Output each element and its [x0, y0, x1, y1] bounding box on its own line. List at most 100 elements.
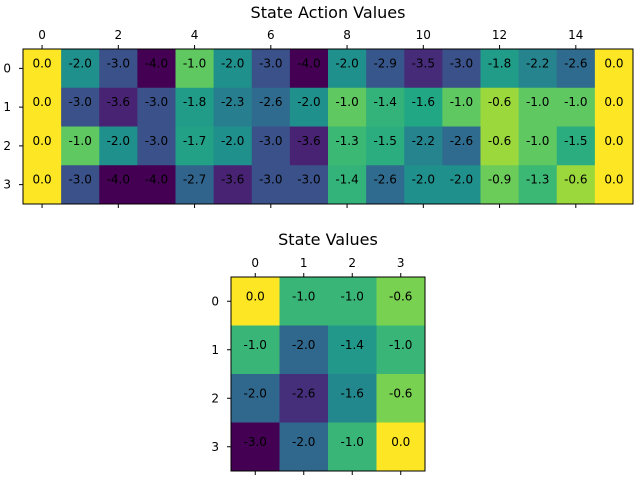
cell-value-label: -4.0: [297, 56, 320, 70]
state-values-title: State Values: [278, 230, 378, 249]
heatmap-cell: [137, 165, 176, 205]
cell-value-label: 0.0: [33, 173, 52, 187]
state-values-chart: State Values 0.0 -1.0 -1.0 -0.6 -1.0 -2.0 -1.4…: [211, 230, 426, 475]
cell-value-label: -1.0: [526, 95, 549, 109]
cell-value-label: -2.0: [297, 95, 320, 109]
heatmap-cell: [376, 325, 426, 375]
cell-value-label: -2.0: [335, 56, 358, 70]
heatmap-cell: [376, 422, 426, 472]
heatmap-cell: [404, 165, 443, 205]
cell-value-label: -3.6: [297, 134, 320, 148]
cell-value-label: -2.2: [526, 56, 549, 70]
y-tick-label: 3: [211, 440, 219, 454]
cell-value-label: -3.0: [259, 56, 282, 70]
heatmap-cell: [594, 49, 634, 89]
cell-value-label: -2.0: [221, 56, 244, 70]
cell-value-label: -4.0: [145, 173, 168, 187]
x-tick-label: 14: [568, 28, 583, 42]
heatmap-cell: [480, 87, 520, 127]
heatmap-cell: [279, 277, 329, 326]
heatmap-cell: [213, 126, 253, 166]
heatmap-cell: [213, 49, 253, 89]
cell-value-label: -1.0: [389, 338, 412, 352]
heatmap-cell: [61, 87, 100, 127]
heatmap-cell: [251, 126, 291, 166]
cell-value-label: -3.0: [145, 134, 168, 148]
cell-value-label: -1.5: [564, 134, 587, 148]
cell-value-label: -3.6: [221, 173, 244, 187]
heatmap-cell: [231, 422, 280, 472]
cell-value-label: 0.0: [604, 56, 623, 70]
heatmap-cell: [231, 277, 280, 326]
cell-value-label: -4.0: [145, 56, 168, 70]
cell-value-label: -1.7: [183, 134, 206, 148]
x-tick-label: 0: [251, 256, 259, 270]
heatmap-cell: [231, 325, 280, 375]
heatmap-cell: [328, 87, 367, 127]
heatmap-cell: [556, 165, 596, 205]
heatmap-cell: [289, 87, 329, 127]
cell-value-label: -3.5: [412, 56, 435, 70]
heatmap-cell: [404, 87, 443, 127]
heatmap-cell: [556, 126, 596, 166]
cell-value-label: 0.0: [391, 435, 410, 449]
cell-value-label: 0.0: [604, 95, 623, 109]
heatmap-cell: [518, 87, 558, 127]
cell-value-label: -3.0: [107, 56, 130, 70]
cell-value-label: -2.0: [244, 386, 267, 400]
heatmap-cell: [594, 126, 634, 166]
cell-value-label: -1.4: [341, 338, 364, 352]
x-tick-label: 2: [348, 256, 356, 270]
cell-value-label: -1.8: [183, 95, 206, 109]
cell-value-label: -1.0: [68, 134, 91, 148]
heatmap-cell: [137, 49, 176, 89]
heatmap-cell: [279, 374, 329, 423]
heatmap-cell: [23, 165, 62, 205]
cell-value-label: -0.6: [389, 289, 412, 303]
heatmap-cell: [518, 126, 558, 166]
heatmap-cell: [279, 422, 329, 472]
cell-value-label: -3.0: [450, 56, 473, 70]
heatmap-cell: [480, 126, 520, 166]
cell-value-label: -1.0: [244, 338, 267, 352]
heatmap-cell: [137, 87, 176, 127]
state-values-cells: [231, 277, 426, 472]
heatmap-cell: [442, 165, 481, 205]
cell-value-label: -3.6: [107, 95, 130, 109]
cell-value-label: -1.0: [564, 95, 587, 109]
heatmap-cell: [175, 49, 215, 89]
heatmap-cell: [594, 87, 634, 127]
y-tick-label: 2: [3, 139, 11, 153]
x-tick-label: 8: [343, 28, 351, 42]
cell-value-label: -2.0: [221, 134, 244, 148]
cell-value-label: 0.0: [33, 134, 52, 148]
heatmap-cell: [99, 165, 138, 205]
heatmap-cell: [213, 87, 253, 127]
cell-value-label: -2.0: [68, 56, 91, 70]
heatmap-cell: [23, 87, 62, 127]
cell-value-label: -2.0: [292, 435, 315, 449]
heatmap-cell: [556, 87, 596, 127]
heatmap-cell: [289, 165, 329, 205]
heatmap-cell: [61, 126, 100, 166]
cell-value-label: 0.0: [246, 289, 265, 303]
cell-value-label: -0.6: [488, 95, 511, 109]
heatmap-cell: [442, 87, 481, 127]
cell-value-label: -4.0: [107, 173, 130, 187]
state-action-values-title: State Action Values: [251, 3, 406, 22]
state-action-values-chart: State Action Values 0.0 -2.0 -3.0 -4.0 -1.0 -…: [3, 3, 634, 208]
cell-value-label: -1.5: [373, 134, 396, 148]
cell-value-label: -0.6: [564, 173, 587, 187]
cell-value-label: -3.0: [297, 173, 320, 187]
heatmap-cell: [137, 126, 176, 166]
y-tick-label: 1: [3, 100, 11, 114]
x-tick-label: 12: [492, 28, 507, 42]
cell-value-label: -0.6: [488, 134, 511, 148]
cell-value-label: -1.4: [335, 173, 358, 187]
cell-value-label: -1.0: [341, 435, 364, 449]
y-tick-label: 3: [3, 178, 11, 192]
heatmap-cell: [404, 126, 443, 166]
cell-value-label: -1.6: [412, 95, 435, 109]
plot-frame: [22, 48, 634, 205]
